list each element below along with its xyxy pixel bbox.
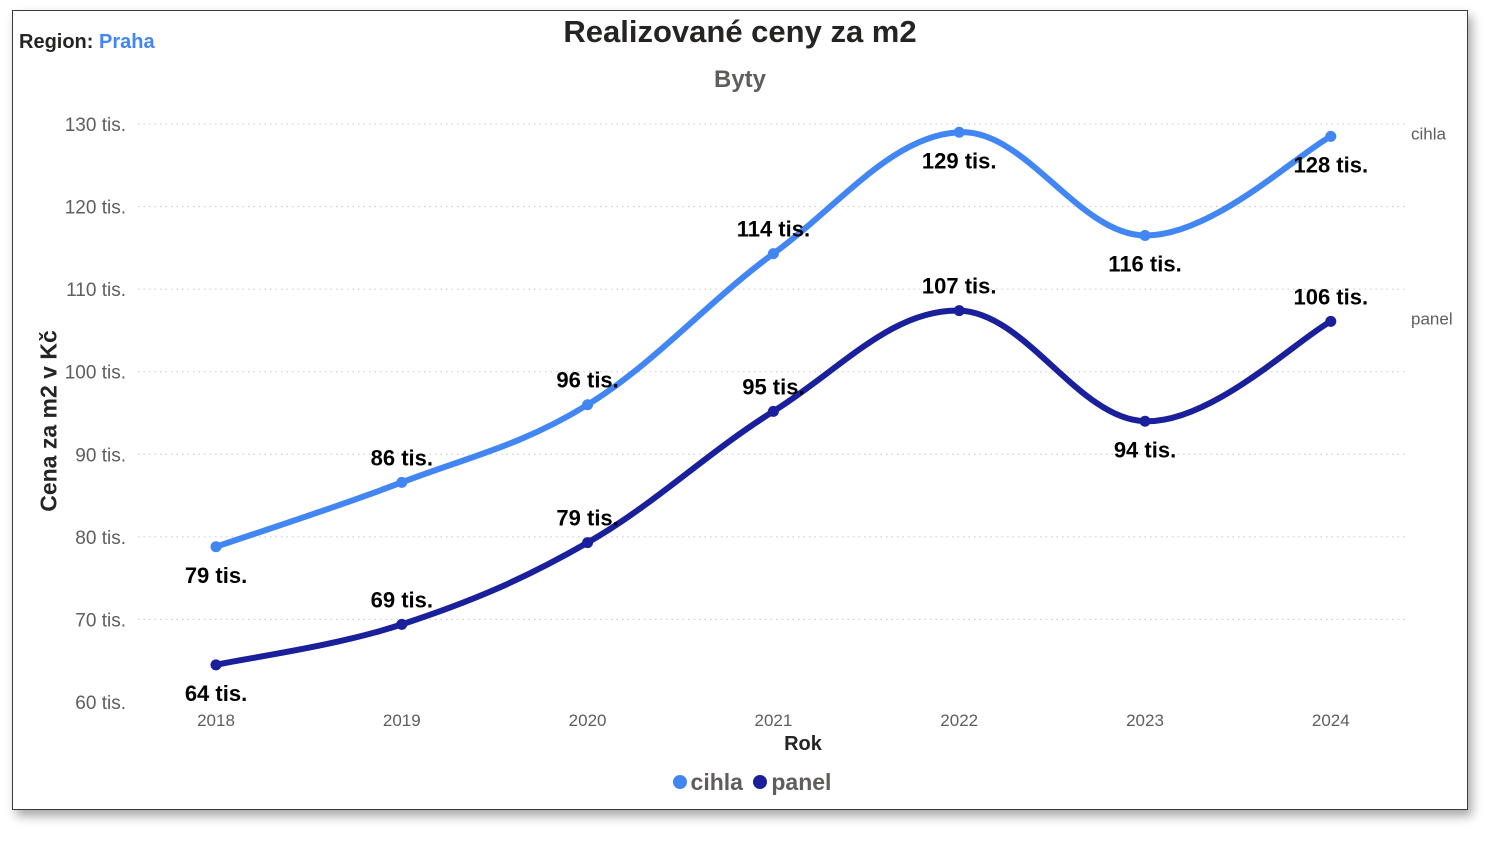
chart-title: Realizované ceny za m2 [563, 14, 917, 49]
data-label-cihla: 96 tis. [556, 368, 618, 393]
data-label-panel: 106 tis. [1293, 284, 1368, 309]
data-point-panel[interactable] [1139, 415, 1151, 427]
data-label-panel: 69 tis. [371, 587, 433, 612]
legend-item-panel[interactable]: panel [753, 769, 831, 796]
x-tick-label: 2023 [1126, 711, 1164, 730]
data-point-panel[interactable] [1325, 315, 1337, 327]
x-tick-label: 2021 [754, 711, 792, 730]
chart-subtitle: Byty [713, 66, 767, 93]
data-point-panel[interactable] [396, 618, 408, 630]
data-label-cihla: 86 tis. [371, 445, 433, 470]
data-label-cihla: 129 tis. [922, 148, 997, 173]
legend-dot-cihla [672, 775, 687, 789]
chart-legend: cihla panel [13, 769, 1491, 796]
chart-card: Region: Praha Realizované ceny za m2 Byt… [12, 10, 1468, 810]
y-tick-label: 70 tis. [75, 610, 126, 631]
y-tick-label: 110 tis. [66, 280, 126, 301]
y-tick-label: 80 tis. [75, 528, 126, 549]
data-point-cihla[interactable] [767, 248, 779, 260]
data-point-cihla[interactable] [953, 126, 965, 138]
x-tick-label: 2020 [569, 711, 607, 730]
y-tick-label: 100 tis. [65, 363, 126, 384]
x-tick-label: 2019 [383, 711, 421, 730]
data-label-cihla: 79 tis. [185, 563, 247, 588]
data-point-cihla[interactable] [210, 541, 222, 553]
data-label-panel: 94 tis. [1114, 437, 1176, 462]
data-label-cihla: 114 tis. [737, 217, 810, 242]
x-tick-label: 2024 [1312, 711, 1350, 730]
data-point-cihla[interactable] [582, 399, 594, 411]
data-point-panel[interactable] [582, 537, 594, 549]
y-tick-label: 90 tis. [75, 445, 126, 466]
data-point-cihla[interactable] [1139, 229, 1151, 241]
region-value[interactable]: Praha [99, 31, 155, 53]
data-point-panel[interactable] [210, 659, 222, 671]
legend-item-cihla[interactable]: cihla [672, 769, 743, 796]
y-axis-title: Cena za m2 v Kč [35, 330, 62, 512]
data-point-panel[interactable] [767, 405, 779, 417]
region-filter: Region: Praha [19, 31, 155, 54]
series-end-label-panel: panel [1411, 309, 1453, 328]
legend-label-panel: panel [771, 769, 832, 795]
x-axis-title: Rok [784, 733, 822, 755]
region-label: Region: [19, 31, 94, 53]
data-point-cihla[interactable] [1325, 130, 1337, 142]
legend-dot-panel [753, 775, 768, 789]
y-tick-label: 60 tis. [75, 693, 126, 714]
series-line-cihla [213, 129, 1334, 550]
x-tick-label: 2018 [197, 711, 235, 730]
y-tick-label: 130 tis. [65, 115, 126, 136]
data-label-panel: 95 tis. [742, 374, 804, 399]
x-tick-label: 2022 [940, 711, 978, 730]
data-label-panel: 79 tis. [556, 506, 618, 531]
line-chart-plot: 60 tis. 70 tis. 80 tis. 90 tis. 100 tis. 110 … [65, 115, 1453, 730]
legend-label-cihla: cihla [690, 769, 743, 795]
data-label-cihla: 116 tis. [1108, 251, 1181, 276]
data-label-panel: 107 tis. [922, 274, 997, 299]
y-tick-label: 120 tis. [65, 198, 126, 219]
data-point-cihla[interactable] [396, 476, 408, 488]
series-end-label-cihla: cihla [1411, 124, 1447, 143]
data-point-panel[interactable] [953, 305, 965, 317]
data-label-panel: 64 tis. [185, 681, 247, 706]
data-label-cihla: 128 tis. [1293, 152, 1368, 177]
